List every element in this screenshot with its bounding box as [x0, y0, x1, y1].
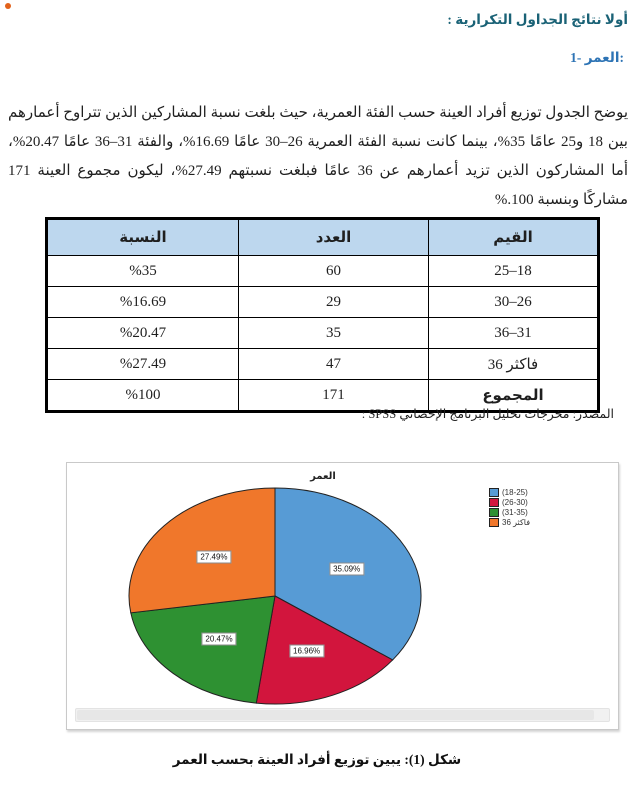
table-cell: 60: [238, 255, 429, 287]
legend-item: (18-25): [489, 487, 530, 497]
table-cell: 35: [238, 317, 429, 349]
table-cell: 29: [238, 286, 429, 318]
legend-item: (26-30): [489, 497, 530, 507]
table-cell: 26–30: [428, 286, 599, 318]
table-cell: فاكثر 36: [428, 348, 599, 380]
table-cell: المجموع: [428, 379, 599, 412]
legend-swatch-icon: [489, 497, 499, 507]
table-cell: %16.69: [46, 286, 239, 318]
figure-caption: شكل (1): يبين توزيع أفراد العينة بحسب ال…: [172, 752, 462, 767]
pie-slice: [255, 595, 394, 705]
slice-label: 16.96%: [289, 644, 325, 658]
legend-swatch-icon: [489, 507, 499, 517]
source-line: المصدر: مخرجات تحليل البرنامج الإحصائي S…: [361, 407, 614, 421]
table-cell: %35: [46, 255, 239, 287]
slice-label: 27.49%: [196, 550, 232, 564]
subsection-heading: 1- العمر:: [570, 50, 624, 65]
column-header: العدد: [238, 218, 429, 256]
legend-swatch-icon: [489, 517, 499, 527]
table-cell: %100: [46, 379, 239, 412]
legend-label: (26-30): [502, 497, 528, 507]
legend-swatch-icon: [489, 487, 499, 497]
legend-label: (18-25): [502, 487, 528, 497]
scrollbar-thumb[interactable]: [77, 710, 594, 720]
column-header: القيم: [428, 218, 599, 256]
legend-label: فاكثر 36: [502, 517, 531, 527]
table-cell: %27.49: [46, 348, 239, 380]
pie-slice: [128, 487, 276, 614]
pie-chart: [128, 487, 422, 705]
frequency-table: القيم العدد النسبة 18–25 60 %35 26–30 29 %16.69…: [45, 217, 600, 413]
pie-slice: [130, 595, 276, 704]
legend-label: (31-35): [502, 507, 528, 517]
chart-container: العمر (18-25) (26-30) (31-35) فاكثر 36 35.0…: [66, 462, 619, 730]
table-header-row: القيم العدد النسبة: [46, 218, 599, 256]
table-row: المجموع 171 %100: [46, 379, 599, 412]
table-row: 26–30 29 %16.69: [46, 286, 599, 318]
table-cell: 31–36: [428, 317, 599, 349]
table-row: 31–36 35 %20.47: [46, 317, 599, 349]
table-cell: %20.47: [46, 317, 239, 349]
body-paragraph: يوضح الجدول توزيع أفراد العينة حسب الفئة…: [8, 105, 629, 208]
table-body: 18–25 60 %35 26–30 29 %16.69 31–36 35 %20.47 فاكث…: [46, 255, 599, 412]
section-heading: أولا نتائج الجداول التكرارية :: [447, 12, 628, 27]
table-cell: 171: [238, 379, 429, 412]
table-row: 18–25 60 %35: [46, 255, 599, 287]
legend-item: فاكثر 36: [489, 517, 530, 527]
orange-bullet-dot: [5, 3, 11, 9]
chart-title: العمر: [310, 471, 336, 482]
table-row: فاكثر 36 47 %27.49: [46, 348, 599, 380]
table-cell: 18–25: [428, 255, 599, 287]
column-header: النسبة: [46, 218, 239, 256]
horizontal-scrollbar[interactable]: [75, 708, 610, 722]
table-cell: 47: [238, 348, 429, 380]
slice-label: 35.09%: [329, 562, 365, 576]
chart-legend: (18-25) (26-30) (31-35) فاكثر 36: [489, 487, 530, 527]
slice-label: 20.47%: [201, 632, 237, 646]
legend-item: (31-35): [489, 507, 530, 517]
